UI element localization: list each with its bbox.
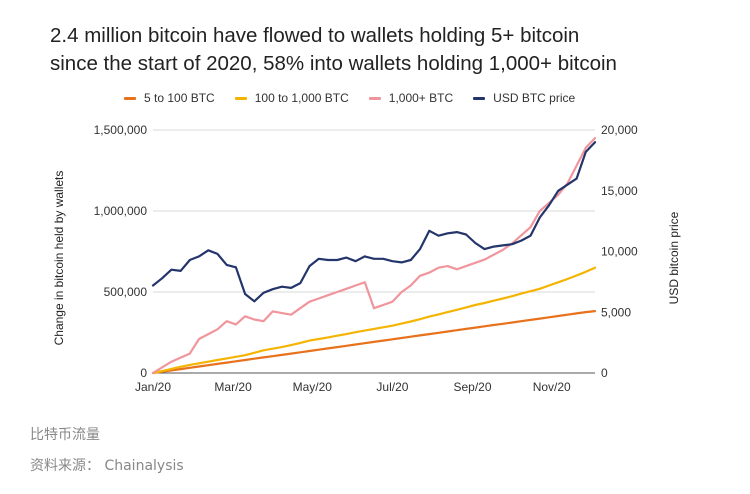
y-axis-left-ticks: 0 500,000 1,000,000 1,500,000: [94, 123, 148, 380]
y-tick-label-right: 0: [601, 366, 608, 380]
series-line-1-000-btc: [151, 137, 597, 375]
x-tick-label: Jan/20: [135, 380, 171, 394]
legend-swatch-5-to-100: [124, 96, 136, 100]
legend-label-5-to-100: 5 to 100 BTC: [144, 91, 215, 105]
x-tick-label: May/20: [293, 380, 333, 394]
legend-item-usd-price: USD BTC price: [473, 91, 575, 105]
footer-source: 资料来源： Chainalysis: [30, 458, 184, 474]
y-axis-left-title: Change in bitcoin held by wallets: [52, 171, 66, 346]
legend-swatch-100-to-1000: [234, 96, 247, 100]
chart-title-line2: since the start of 2020, 58% into wallet…: [50, 52, 617, 75]
y-tick-label-right: 10,000: [601, 245, 638, 259]
series-line-usd-btc-price: [151, 141, 597, 303]
y-tick-label-right: 20,000: [601, 123, 638, 137]
series-lines: [151, 137, 597, 375]
legend-label-usd-price: USD BTC price: [493, 91, 576, 105]
y-tick-label-left: 1,000,000: [94, 204, 148, 218]
x-tick-label: Nov/20: [533, 380, 571, 394]
footer-caption: 比特币流量: [30, 427, 100, 443]
grid-lines: [153, 129, 595, 374]
x-axis-ticks: Jan/20 Mar/20 May/20 Jul/20 Sep/20 Nov/20: [135, 380, 571, 394]
y-axis-right-title: USD bitcoin price: [667, 211, 681, 304]
legend-item-1000-plus: 1,000+ BTC: [368, 91, 454, 105]
legend-item-100-to-1000: 100 to 1,000 BTC: [234, 91, 349, 105]
y-tick-label-right: 15,000: [601, 184, 638, 198]
series-line-5-to-100-btc: [151, 310, 597, 375]
y-tick-label-left: 1,500,000: [94, 123, 148, 137]
chart-title-line1: 2.4 million bitcoin have flowed to walle…: [50, 24, 580, 47]
x-tick-label: Jul/20: [376, 380, 408, 394]
legend-item-5-to-100: 5 to 100 BTC: [124, 91, 215, 105]
y-tick-label-left: 0: [140, 366, 147, 380]
series-line-100-to-1-000-btc: [151, 266, 597, 375]
chart-legend: 5 to 100 BTC 100 to 1,000 BTC 1,000+ BTC…: [124, 91, 595, 105]
x-tick-label: Sep/20: [454, 380, 492, 394]
legend-swatch-1000-plus: [368, 96, 381, 100]
y-tick-label-left: 500,000: [104, 285, 148, 299]
chart-title: 2.4 million bitcoin have flowed to walle…: [50, 22, 730, 78]
legend-swatch-usd-price: [473, 96, 486, 100]
legend-label-100-to-1000: 100 to 1,000 BTC: [254, 91, 349, 105]
y-axis-right-ticks: 0 5,000 10,000 15,000 20,000: [601, 123, 638, 380]
legend-label-1000-plus: 1,000+ BTC: [388, 91, 454, 105]
y-tick-label-right: 5,000: [601, 305, 631, 319]
x-tick-label: Mar/20: [214, 380, 252, 394]
